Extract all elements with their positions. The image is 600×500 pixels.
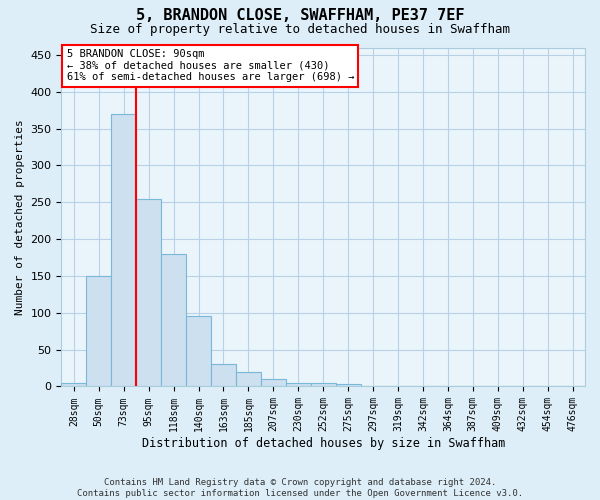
Bar: [335, 384, 361, 386]
Bar: [236, 372, 261, 386]
Text: Contains HM Land Registry data © Crown copyright and database right 2024.
Contai: Contains HM Land Registry data © Crown c…: [77, 478, 523, 498]
Bar: [261, 379, 286, 386]
Bar: [161, 254, 186, 386]
Bar: [86, 276, 111, 386]
X-axis label: Distribution of detached houses by size in Swaffham: Distribution of detached houses by size …: [142, 437, 505, 450]
Text: 5, BRANDON CLOSE, SWAFFHAM, PE37 7EF: 5, BRANDON CLOSE, SWAFFHAM, PE37 7EF: [136, 8, 464, 22]
Y-axis label: Number of detached properties: Number of detached properties: [15, 119, 25, 315]
Bar: [311, 383, 335, 386]
Bar: [186, 316, 211, 386]
Bar: [111, 114, 136, 386]
Bar: [286, 383, 311, 386]
Bar: [136, 198, 161, 386]
Text: 5 BRANDON CLOSE: 90sqm
← 38% of detached houses are smaller (430)
61% of semi-de: 5 BRANDON CLOSE: 90sqm ← 38% of detached…: [67, 49, 354, 82]
Bar: [61, 383, 86, 386]
Text: Size of property relative to detached houses in Swaffham: Size of property relative to detached ho…: [90, 22, 510, 36]
Bar: [211, 364, 236, 386]
